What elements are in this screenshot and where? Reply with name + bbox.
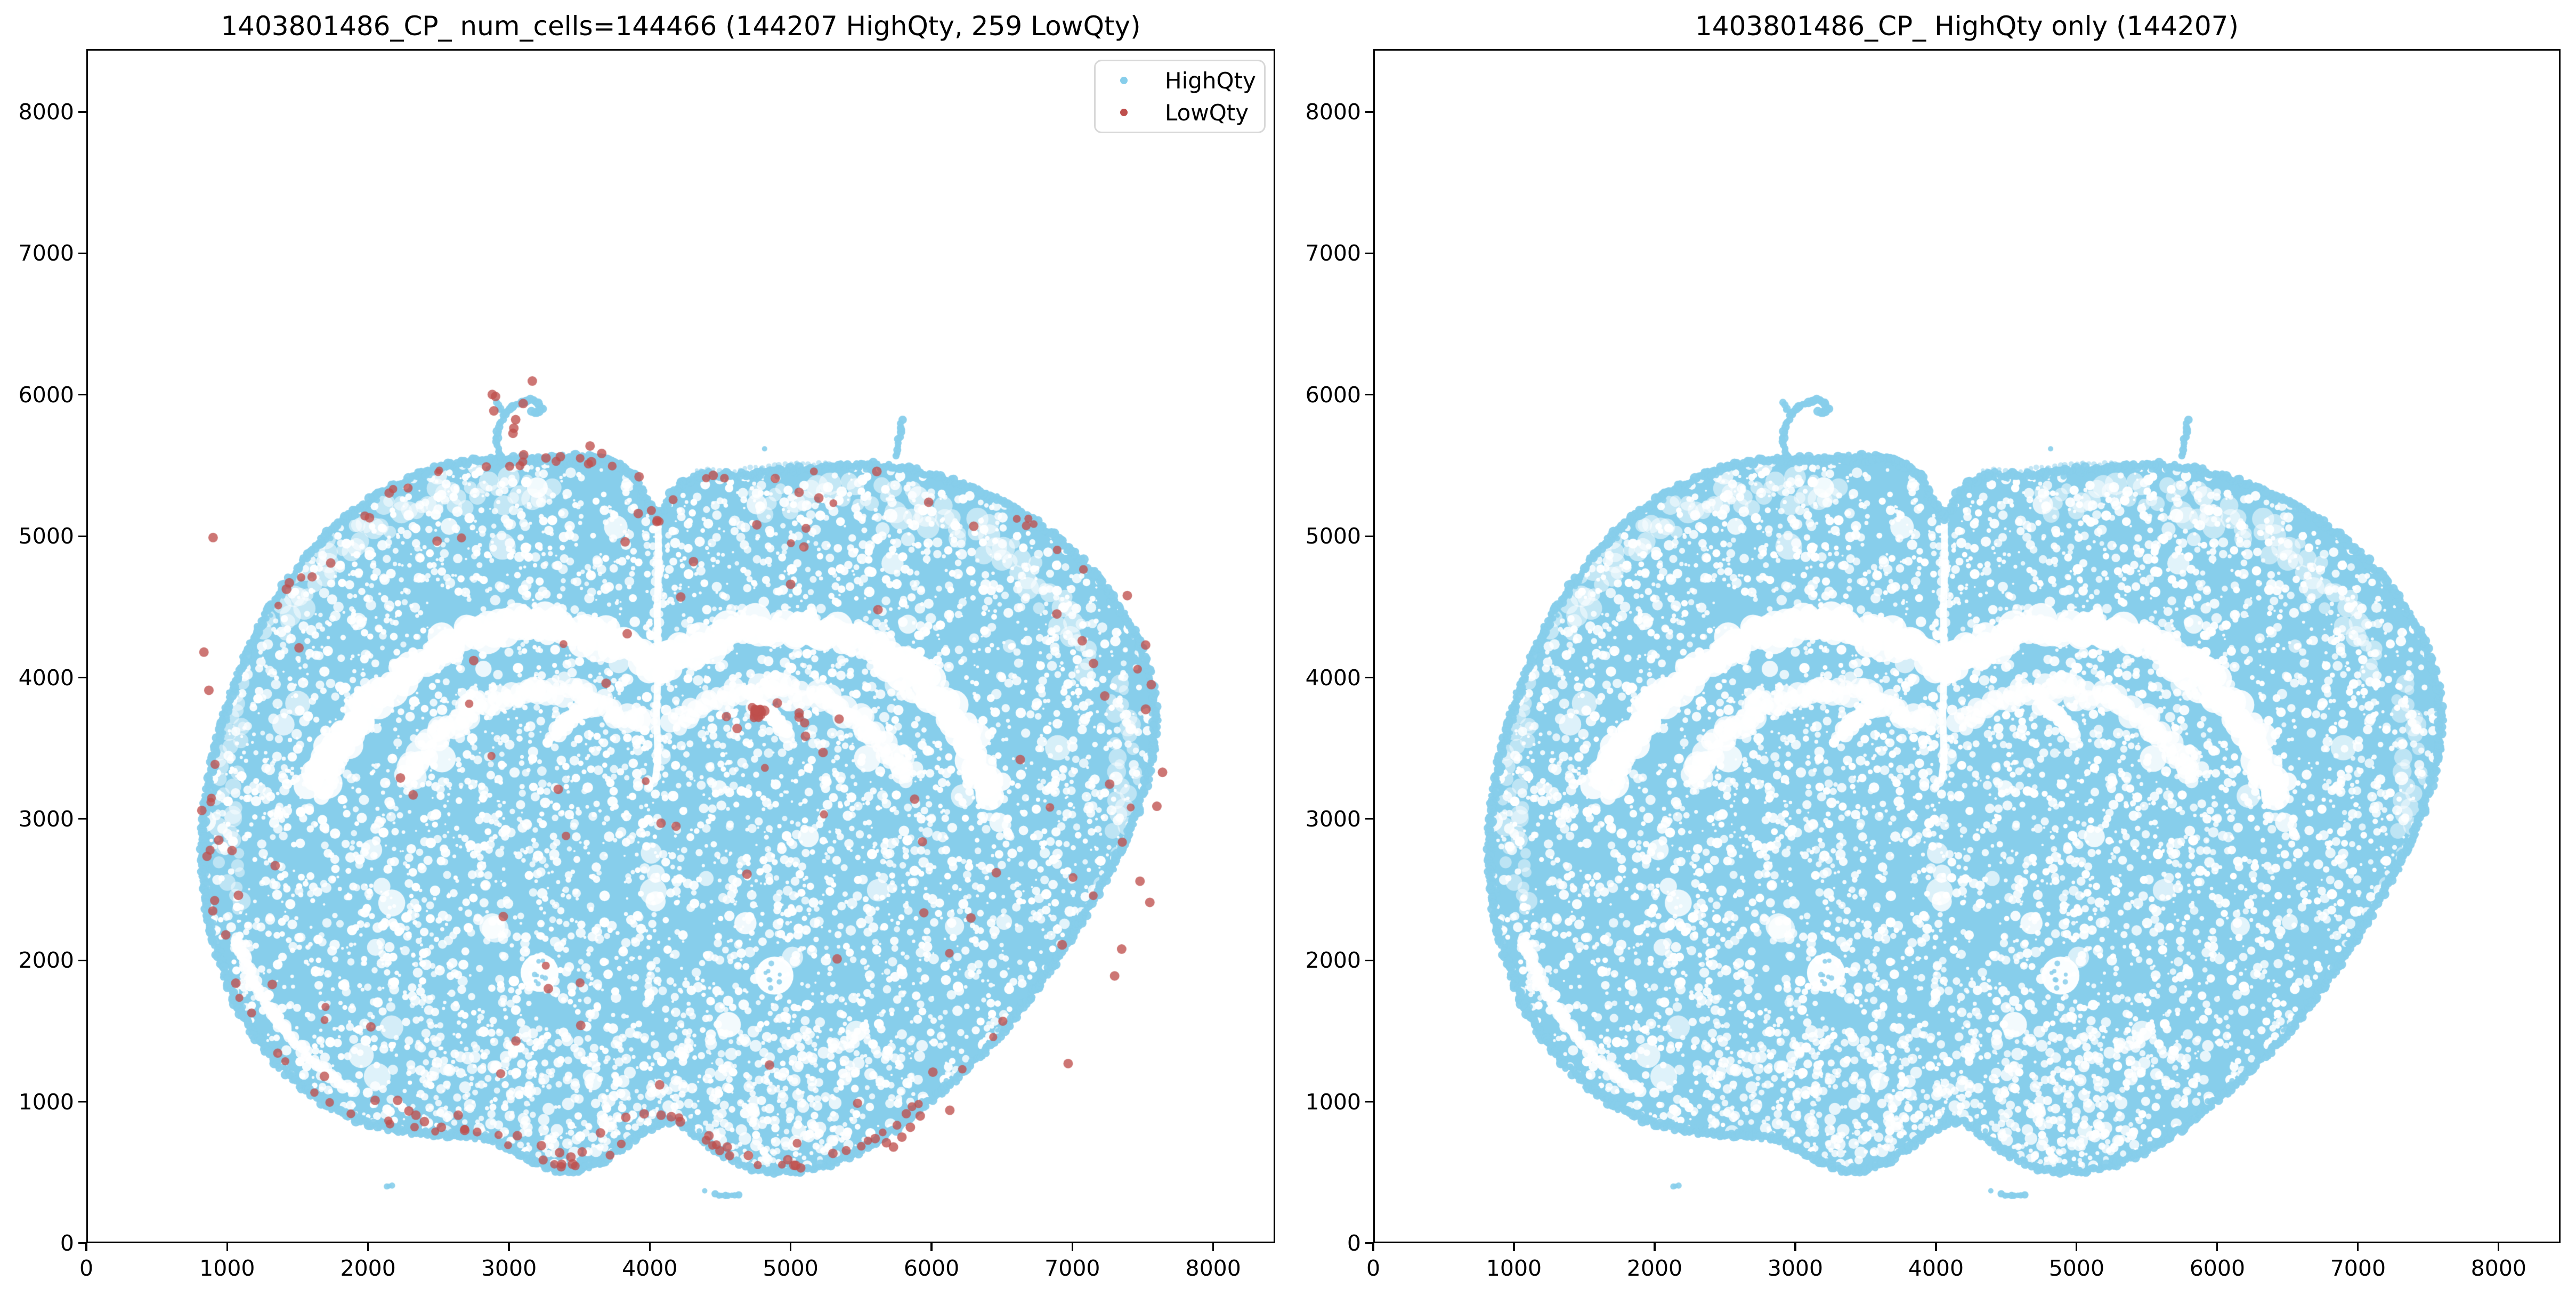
x-tick-label: 8000 (2470, 1255, 2527, 1281)
y-tick-label: 7000 (1305, 240, 1361, 266)
x-tick-label: 6000 (903, 1255, 960, 1281)
y-tick-label: 0 (60, 1230, 74, 1256)
right-axes-frame (1373, 49, 2561, 1243)
y-tick-label: 8000 (1305, 99, 1361, 125)
x-tick-label: 5000 (2048, 1255, 2105, 1281)
y-tick-mark (78, 818, 86, 820)
y-tick-label: 0 (1347, 1230, 1361, 1256)
left-plot-title: 1403801486_CP_ num_cells=144466 (144207 … (221, 11, 1141, 42)
y-tick-mark (1365, 818, 1373, 820)
y-tick-mark (1365, 394, 1373, 396)
y-tick-label: 2000 (18, 947, 74, 974)
y-tick-mark (78, 394, 86, 396)
x-tick-mark (790, 1243, 792, 1251)
x-tick-mark (1935, 1243, 1937, 1251)
x-tick-mark (85, 1243, 87, 1251)
y-tick-label: 8000 (18, 99, 74, 125)
y-tick-mark (78, 111, 86, 113)
x-tick-label: 0 (79, 1255, 94, 1281)
left-axes-frame (86, 49, 1275, 1243)
right-plot-title: 1403801486_CP_ HighQty only (144207) (1695, 11, 2239, 42)
x-tick-label: 3000 (1767, 1255, 1824, 1281)
x-tick-label: 8000 (1185, 1255, 1241, 1281)
y-tick-mark (78, 252, 86, 255)
x-tick-mark (930, 1243, 933, 1251)
x-tick-label: 2000 (1626, 1255, 1683, 1281)
x-tick-label: 0 (1366, 1255, 1381, 1281)
y-tick-label: 5000 (18, 523, 74, 549)
x-tick-mark (2498, 1243, 2500, 1251)
x-tick-mark (2357, 1243, 2359, 1251)
legend-label-lowqty: LowQty (1165, 99, 1249, 126)
x-tick-label: 2000 (340, 1255, 396, 1281)
x-tick-label: 6000 (2189, 1255, 2246, 1281)
x-tick-mark (2076, 1243, 2078, 1251)
y-tick-mark (1365, 1242, 1373, 1244)
y-tick-mark (78, 959, 86, 961)
y-tick-label: 2000 (1305, 947, 1361, 974)
y-tick-mark (1365, 959, 1373, 961)
y-tick-mark (1365, 676, 1373, 679)
x-tick-label: 4000 (622, 1255, 678, 1281)
x-tick-mark (367, 1243, 369, 1251)
y-tick-label: 6000 (1305, 382, 1361, 408)
legend-row-highqty: HighQty (1096, 64, 1264, 96)
lowqty-marker-icon (1120, 109, 1128, 116)
y-tick-mark (78, 1101, 86, 1103)
x-tick-label: 1000 (1486, 1255, 1542, 1281)
y-tick-label: 1000 (18, 1089, 74, 1115)
left-scatter-canvas[interactable] (86, 49, 1275, 1243)
x-tick-mark (649, 1243, 651, 1251)
legend: HighQty LowQty (1094, 60, 1266, 133)
x-tick-label: 3000 (481, 1255, 537, 1281)
y-tick-mark (1365, 1101, 1373, 1103)
highqty-marker-icon (1120, 77, 1128, 84)
y-tick-label: 3000 (1305, 806, 1361, 832)
y-tick-mark (78, 535, 86, 537)
x-tick-label: 4000 (1908, 1255, 1964, 1281)
y-tick-label: 5000 (1305, 523, 1361, 549)
y-tick-label: 7000 (18, 240, 74, 266)
x-tick-mark (508, 1243, 510, 1251)
x-tick-label: 5000 (763, 1255, 819, 1281)
x-tick-mark (2216, 1243, 2218, 1251)
legend-label-highqty: HighQty (1165, 67, 1256, 94)
x-tick-mark (226, 1243, 228, 1251)
y-tick-mark (1365, 111, 1373, 113)
x-tick-mark (1372, 1243, 1374, 1251)
x-tick-mark (1212, 1243, 1214, 1251)
y-tick-label: 1000 (1305, 1089, 1361, 1115)
y-tick-label: 4000 (18, 664, 74, 691)
y-tick-label: 4000 (1305, 664, 1361, 691)
legend-row-lowqty: LowQty (1096, 96, 1264, 128)
x-tick-mark (1071, 1243, 1073, 1251)
x-tick-mark (1654, 1243, 1656, 1251)
y-tick-mark (78, 1242, 86, 1244)
x-tick-mark (1794, 1243, 1796, 1251)
x-tick-label: 7000 (1044, 1255, 1100, 1281)
right-scatter-canvas[interactable] (1373, 49, 2561, 1243)
y-tick-mark (1365, 535, 1373, 537)
x-tick-label: 7000 (2330, 1255, 2386, 1281)
y-tick-mark (78, 676, 86, 679)
x-tick-label: 1000 (199, 1255, 255, 1281)
y-tick-mark (1365, 252, 1373, 255)
y-tick-label: 6000 (18, 382, 74, 408)
y-tick-label: 3000 (18, 806, 74, 832)
x-tick-mark (1513, 1243, 1515, 1251)
